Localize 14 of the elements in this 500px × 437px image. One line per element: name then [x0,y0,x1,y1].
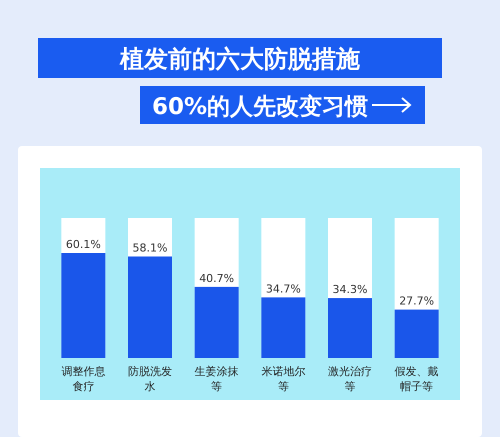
x-tick-label: 生姜涂抹等 [194,364,240,394]
data-label: 34.7% [266,282,301,296]
x-tick-label: 假发、戴帽子等 [394,364,440,394]
chart-title: 植发前的六大防脱措施 [119,45,360,73]
chart-subtitle: 60%的人先改变习惯 [152,93,368,120]
data-label: 60.1% [66,238,101,251]
x-tick-label: 激光治疗等 [327,364,373,394]
data-label: 27.7% [399,294,434,308]
x-tick-label: 米诺地尔等 [260,364,306,394]
data-label: 34.3% [332,283,368,296]
data-label: 40.7% [199,272,234,285]
x-tick-label: 防脱洗发水 [127,364,173,394]
data-label: 58.1% [132,241,168,254]
x-tick-label: 调整作息食疗 [60,364,106,394]
